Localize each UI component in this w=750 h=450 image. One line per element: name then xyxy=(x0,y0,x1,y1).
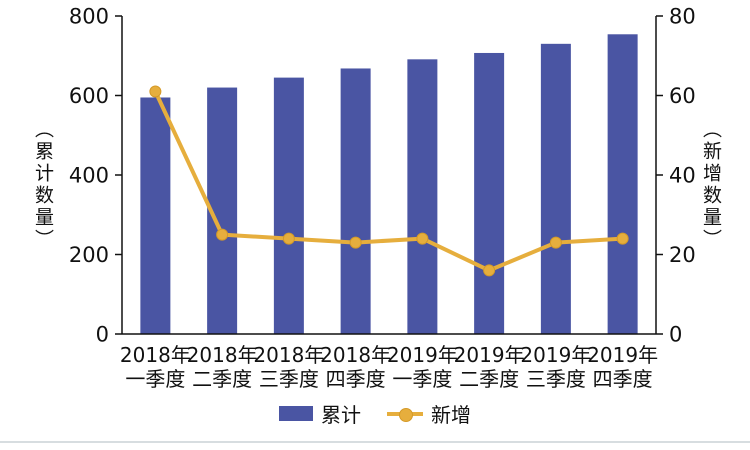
right-axis-title: （新增数量） xyxy=(700,119,722,251)
bar xyxy=(607,34,638,334)
y-right-tick-label: 40 xyxy=(669,164,696,188)
y-left-tick-label: 600 xyxy=(69,84,109,108)
x-tick-label: 2018年 xyxy=(253,343,324,367)
line-point xyxy=(483,264,496,277)
line-path xyxy=(153,89,625,273)
y-right-tick-label: 20 xyxy=(669,243,696,267)
x-tick-label: 2018年 xyxy=(120,343,191,367)
x-tick-label: 三季度 xyxy=(526,367,586,391)
y-left-tick-label: 0 xyxy=(96,323,109,347)
x-axis-labels: 2018年一季度2018年二季度2018年三季度2018年四季度2019年一季度… xyxy=(120,343,658,391)
bar xyxy=(474,52,505,334)
bar xyxy=(340,68,371,334)
x-tick-label: 2019年 xyxy=(387,343,458,367)
line-series xyxy=(149,85,629,277)
y-right-tick-label: 0 xyxy=(669,323,682,347)
legend-label-cumulative: 累计 xyxy=(321,403,361,427)
x-tick-label: 二季度 xyxy=(459,367,519,391)
legend-item-cumulative: 累计 xyxy=(279,399,361,428)
x-tick-label: 四季度 xyxy=(593,367,653,391)
y-left-tick-label: 200 xyxy=(69,243,109,267)
y-left-tick-label: 800 xyxy=(69,5,109,29)
x-tick-label: 2019年 xyxy=(587,343,658,367)
y-left-tick-label: 400 xyxy=(69,164,109,188)
tick-labels: 0 200 400 600 800 0 20 40 60 80 xyxy=(69,5,696,347)
line-point xyxy=(349,236,362,249)
y-right-tick-label: 80 xyxy=(669,5,696,29)
legend-line-swatch-icon xyxy=(387,407,423,422)
x-tick-label: 四季度 xyxy=(326,367,386,391)
x-tick-label: 2019年 xyxy=(454,343,525,367)
x-tick-label: 2018年 xyxy=(187,343,258,367)
left-axis-title: （累计数量） xyxy=(32,119,54,251)
x-tick-label: 2018年 xyxy=(320,343,391,367)
bar-series xyxy=(140,34,638,335)
bar xyxy=(540,43,571,334)
x-tick-label: 2019年 xyxy=(520,343,591,367)
bar xyxy=(407,59,438,334)
line-point xyxy=(416,232,429,245)
line-point xyxy=(216,228,229,241)
bottom-divider xyxy=(0,441,750,443)
legend-bar-swatch-icon xyxy=(279,406,313,421)
y-right-tick-label: 60 xyxy=(669,84,696,108)
line-point xyxy=(149,85,162,98)
line-point xyxy=(549,236,562,249)
bar xyxy=(273,77,304,335)
axes xyxy=(115,15,663,335)
bar xyxy=(140,97,171,334)
line-point xyxy=(616,232,629,245)
legend: 累计 新增 xyxy=(0,399,750,428)
x-tick-label: 一季度 xyxy=(392,367,452,391)
x-tick-label: 二季度 xyxy=(192,367,252,391)
legend-label-new: 新增 xyxy=(431,403,471,427)
x-tick-label: 三季度 xyxy=(259,367,319,391)
line-point xyxy=(282,232,295,245)
x-tick-label: 一季度 xyxy=(125,367,185,391)
legend-item-new: 新增 xyxy=(387,399,471,428)
